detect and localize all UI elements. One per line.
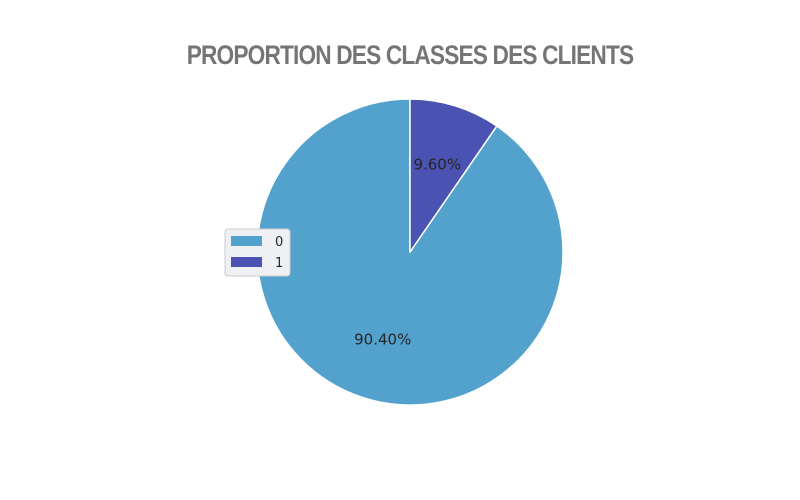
pie-slice-1 bbox=[409, 98, 498, 253]
legend-swatch-1 bbox=[231, 257, 262, 267]
legend-label-1: 1 bbox=[275, 256, 283, 271]
legend-label-0: 0 bbox=[275, 235, 283, 250]
slice-label-0: 90.40% bbox=[354, 331, 411, 349]
pie-slices bbox=[256, 98, 564, 406]
legend: 01 bbox=[224, 228, 291, 277]
chart-title: PROPORTION DES CLASSES DES CLIENTS bbox=[186, 40, 634, 70]
legend-swatch-0 bbox=[231, 236, 262, 246]
slice-labels: 90.40% 9.60% bbox=[354, 155, 461, 348]
legend-items: 01 bbox=[231, 235, 283, 271]
slice-label-1: 9.60% bbox=[413, 155, 461, 173]
